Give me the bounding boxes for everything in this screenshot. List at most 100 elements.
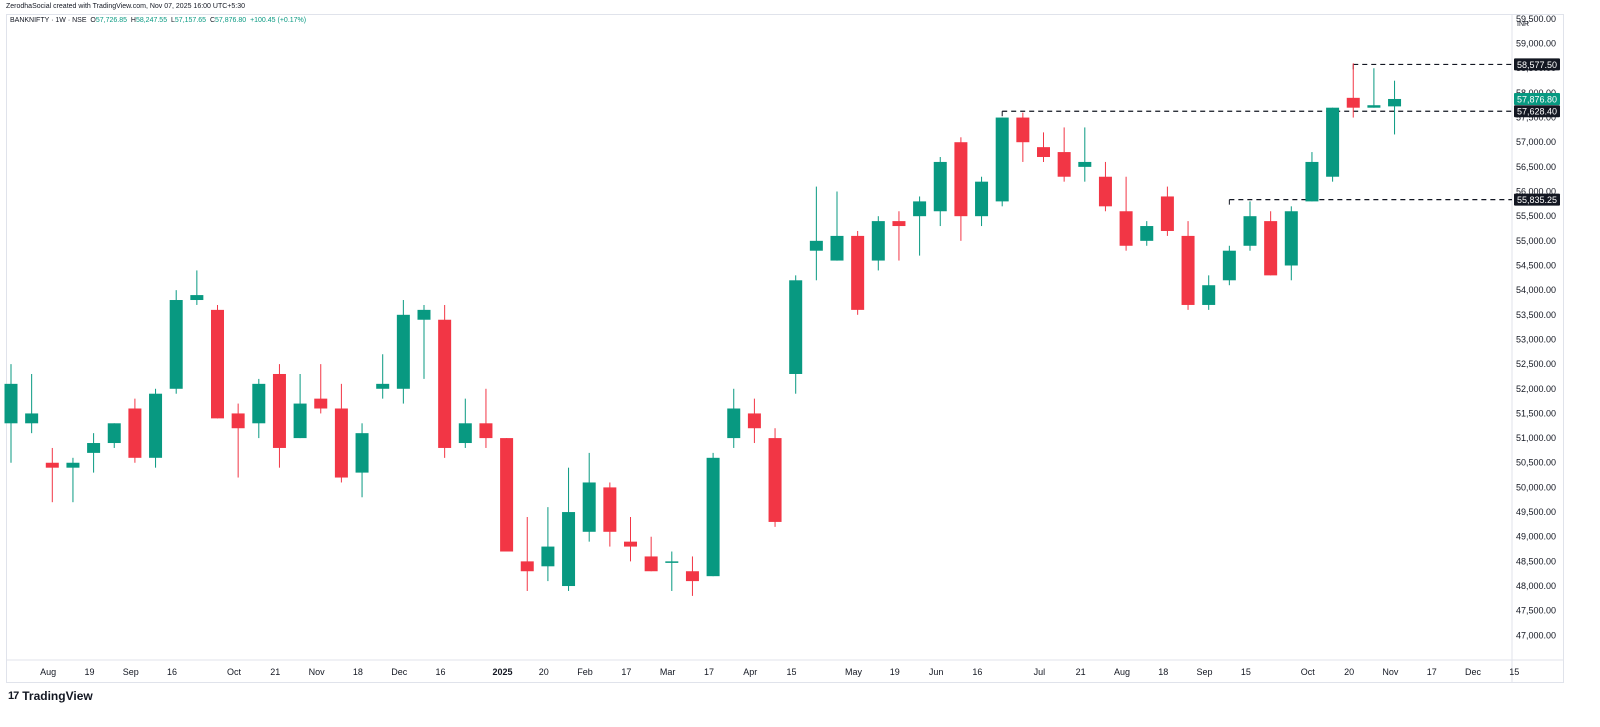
candle-body (1346, 97, 1360, 108)
candle-body (1367, 105, 1381, 108)
y-tick-label: 55,000.00 (1516, 236, 1556, 246)
level-price-badge-label: 58,577.50 (1517, 60, 1557, 70)
candle (4, 364, 18, 463)
x-tick-label: Jun (929, 667, 944, 677)
candle-body (293, 403, 307, 439)
candle-body (871, 221, 885, 261)
y-tick-label: 50,000.00 (1516, 482, 1556, 492)
candle-body (1098, 176, 1112, 207)
candle (789, 275, 803, 394)
open-value: 57,726.85 (95, 17, 127, 24)
candle-body (25, 413, 39, 424)
candle-body (128, 408, 142, 458)
x-tick-label: Aug (40, 667, 56, 677)
candle-body (1326, 107, 1340, 177)
candle-body (995, 117, 1009, 202)
candle (603, 482, 617, 547)
y-tick-label: 55,500.00 (1516, 211, 1556, 221)
candle-body (107, 423, 121, 444)
candle (995, 117, 1009, 207)
candle-body (1222, 250, 1236, 281)
candle-body (685, 571, 699, 582)
x-tick-label: 19 (84, 667, 94, 677)
candle-body (272, 373, 286, 448)
open-label: O (90, 17, 96, 24)
y-tick-label: 47,000.00 (1516, 630, 1556, 640)
candle (1305, 152, 1319, 202)
candle (1346, 63, 1360, 118)
candle-body (562, 512, 576, 587)
candle-body (45, 462, 59, 468)
candle (851, 230, 865, 315)
x-tick-label: 19 (890, 667, 900, 677)
candle (355, 423, 369, 498)
y-tick-label: 53,500.00 (1516, 310, 1556, 320)
y-tick-label: 48,500.00 (1516, 556, 1556, 566)
level-price-badge-bg (1514, 58, 1560, 71)
brand-name: TradingView (22, 689, 93, 703)
candle (685, 556, 699, 596)
tradingview-brand[interactable]: 17 TradingView (8, 689, 93, 703)
candle-body (1264, 221, 1278, 276)
candle (1222, 245, 1236, 286)
y-tick-label: 50,500.00 (1516, 458, 1556, 468)
candle (768, 428, 782, 527)
candle-body (376, 383, 390, 389)
candle (562, 467, 576, 591)
x-tick-label: Feb (577, 667, 593, 677)
candle-body (830, 235, 844, 261)
candle (272, 364, 286, 468)
candle-body (624, 541, 637, 547)
level-price-badge-bg (1514, 193, 1560, 206)
candle-body (727, 408, 741, 439)
attribution-text: ZerodhaSocial created with TradingView.c… (6, 3, 245, 10)
tradingview-logo-icon: 17 (8, 690, 19, 702)
candle (933, 157, 947, 227)
candle (231, 403, 245, 478)
y-tick-label: 54,000.00 (1516, 285, 1556, 295)
candle-body (438, 319, 452, 448)
candle-body (169, 300, 183, 389)
candle-body (458, 423, 472, 444)
candle-body (190, 295, 204, 301)
y-tick-label: 53,000.00 (1516, 334, 1556, 344)
x-tick-label: 18 (1158, 667, 1168, 677)
x-tick-label: Oct (1301, 667, 1316, 677)
candle (747, 398, 761, 444)
candle (644, 536, 658, 572)
x-tick-label: 20 (1344, 667, 1354, 677)
candle-body (396, 314, 410, 389)
change-value: +100.45 (+0.17%) (250, 17, 307, 24)
candle (913, 196, 927, 256)
candle-body (1181, 235, 1195, 305)
candle (1181, 221, 1195, 310)
x-tick-label: Sep (1197, 667, 1213, 677)
candle-body (1140, 226, 1154, 241)
candle-body (520, 561, 534, 572)
candle (665, 551, 679, 591)
candle (1078, 127, 1092, 182)
y-tick-label: 58,000.00 (1516, 88, 1556, 98)
candle (1264, 211, 1278, 276)
x-tick-label: 21 (1076, 667, 1086, 677)
candle (1016, 112, 1030, 162)
candle-body (500, 438, 514, 552)
candle-body (4, 383, 18, 424)
level-price-badge-label: 57,628.40 (1517, 107, 1557, 117)
candle-body (1016, 117, 1030, 143)
y-tick-label: 52,000.00 (1516, 384, 1556, 394)
candle-body (933, 161, 947, 212)
candle (458, 398, 472, 448)
x-tick-label: 15 (1509, 667, 1519, 677)
candle (975, 176, 989, 227)
candle-body (975, 181, 989, 217)
candle-body (355, 433, 369, 473)
x-tick-label: 20 (539, 667, 549, 677)
candle-body (231, 413, 245, 429)
candle-body (1160, 196, 1174, 231)
candle (1160, 186, 1174, 236)
close-label: C (209, 17, 216, 24)
candle (1202, 275, 1216, 310)
level-price-badge-bg (1514, 105, 1560, 118)
